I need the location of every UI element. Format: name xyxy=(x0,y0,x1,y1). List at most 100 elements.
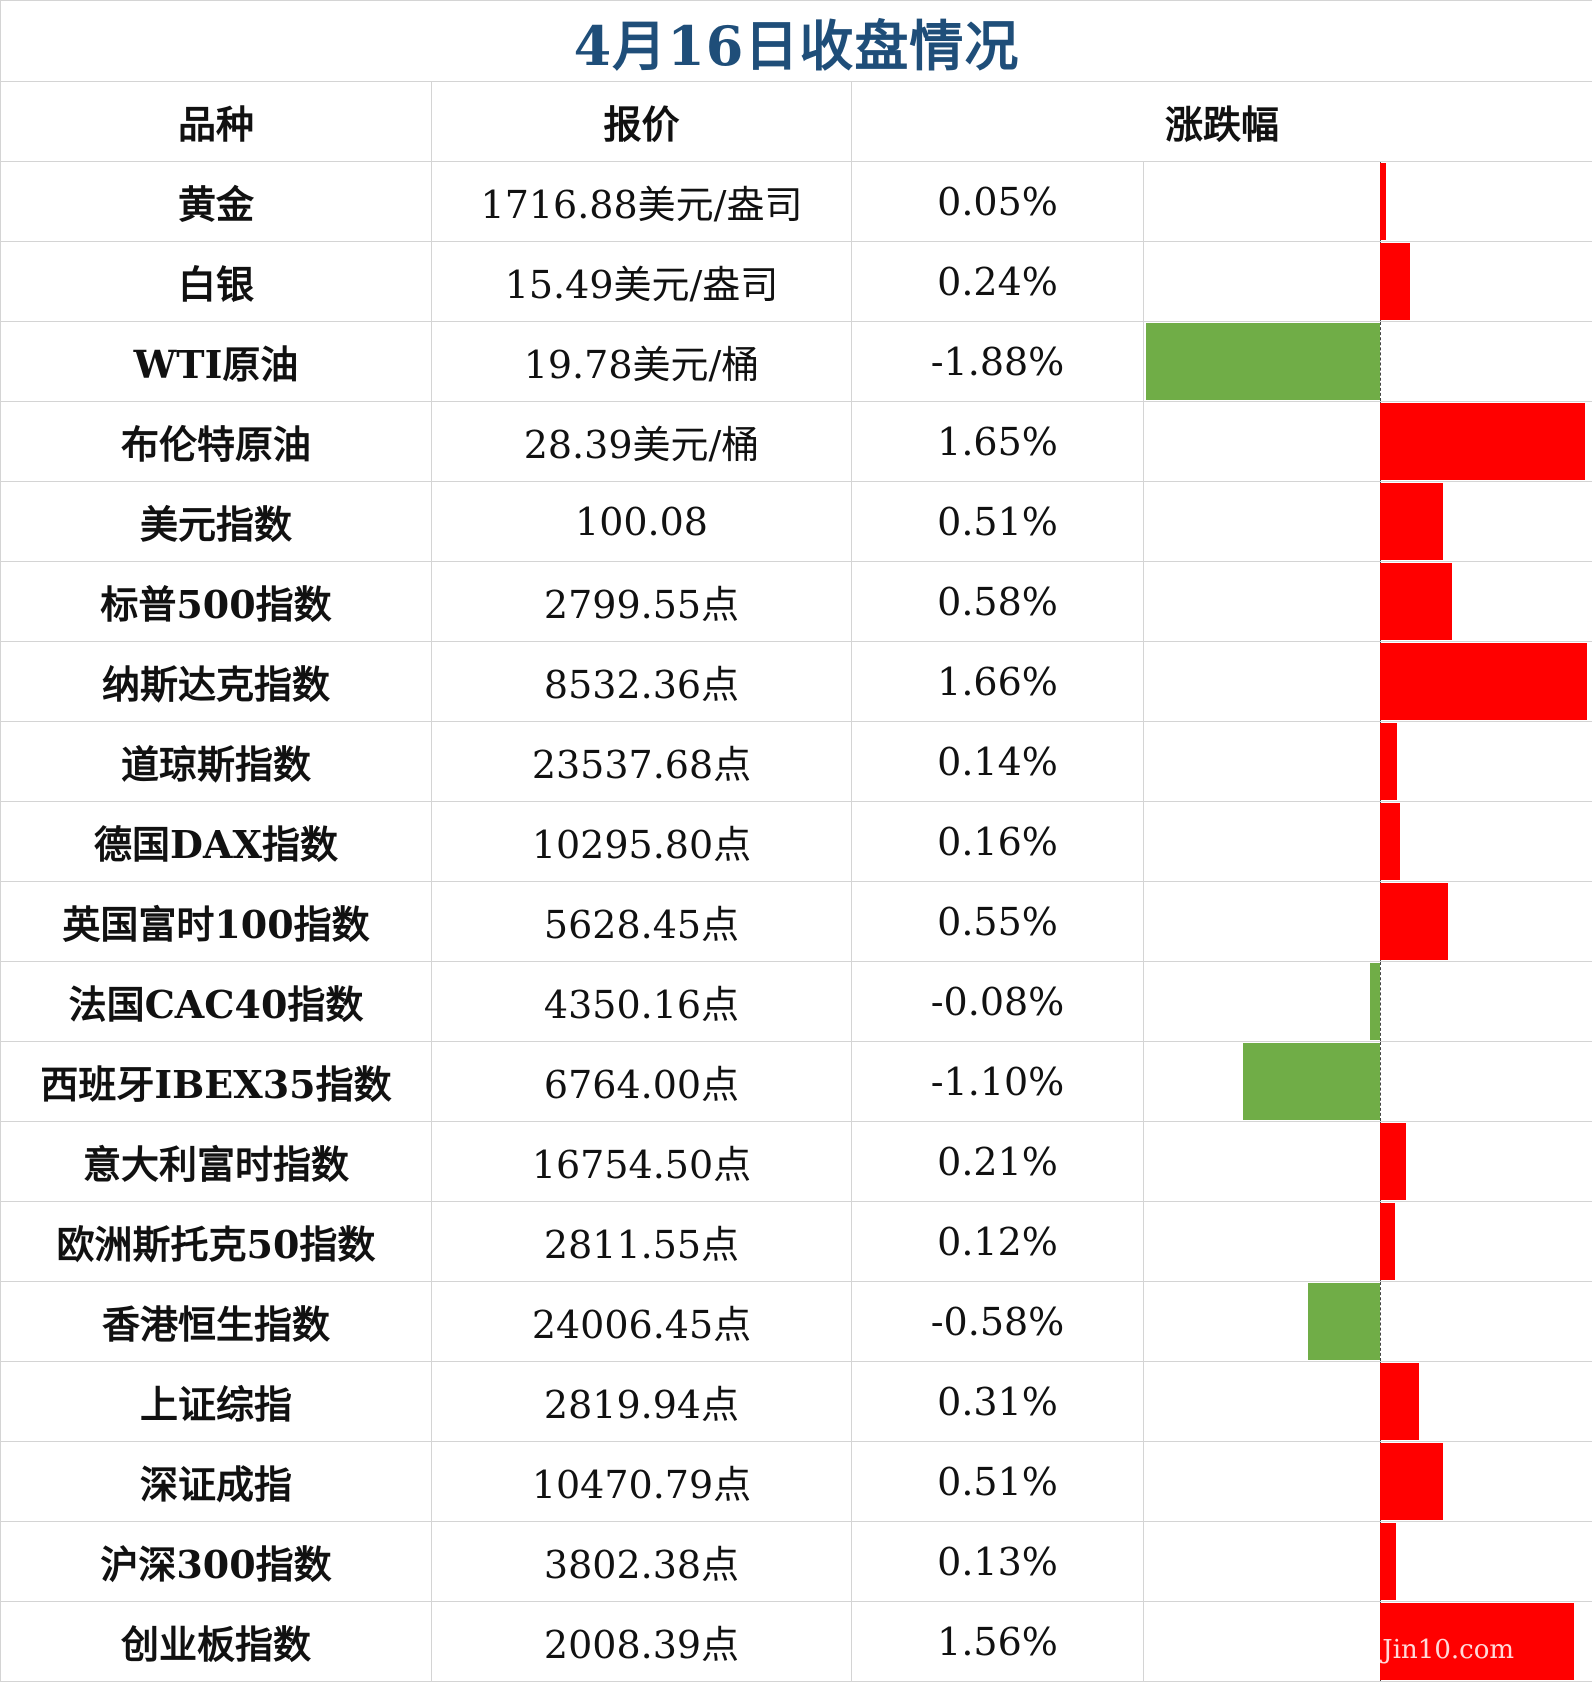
zero-axis-line xyxy=(1380,1042,1381,1121)
cell-change: 0.16% xyxy=(852,802,1144,882)
cell-price: 24006.45点 xyxy=(432,1282,852,1362)
cell-name: 上证综指 xyxy=(1,1362,432,1442)
cell-change: -0.58% xyxy=(852,1282,1144,1362)
cell-change: -1.88% xyxy=(852,322,1144,402)
cell-price: 6764.00点 xyxy=(432,1042,852,1122)
cell-name: WTI原油 xyxy=(1,322,432,402)
cell-name: 西班牙IBEX35指数 xyxy=(1,1042,432,1122)
cell-change: -1.10% xyxy=(852,1042,1144,1122)
cell-bar xyxy=(1144,1282,1592,1362)
header-row: 品种 报价 涨跌幅 xyxy=(1,82,1592,162)
zero-axis-line xyxy=(1380,1282,1381,1361)
cell-bar xyxy=(1144,1442,1592,1522)
cell-name: 布伦特原油 xyxy=(1,402,432,482)
cell-price: 1716.88美元/盎司 xyxy=(432,162,852,242)
table-title: 4月16日收盘情况 xyxy=(1,1,1592,82)
cell-change: 0.21% xyxy=(852,1122,1144,1202)
change-bar xyxy=(1380,563,1452,640)
cell-bar xyxy=(1144,722,1592,802)
cell-change: 0.58% xyxy=(852,562,1144,642)
cell-change: 0.24% xyxy=(852,242,1144,322)
zero-axis-line xyxy=(1380,962,1381,1041)
cell-bar xyxy=(1144,642,1592,722)
cell-bar xyxy=(1144,1042,1592,1122)
cell-bar xyxy=(1144,1522,1592,1602)
cell-change: -0.08% xyxy=(852,962,1144,1042)
header-change: 涨跌幅 xyxy=(852,82,1592,162)
cell-price: 2008.39点 xyxy=(432,1602,852,1682)
change-bar xyxy=(1146,323,1380,400)
cell-change: 0.13% xyxy=(852,1522,1144,1602)
title-row: 4月16日收盘情况 xyxy=(1,1,1592,82)
change-bar xyxy=(1380,723,1397,800)
cell-change: 0.14% xyxy=(852,722,1144,802)
cell-name: 深证成指 xyxy=(1,1442,432,1522)
header-name: 品种 xyxy=(1,82,432,162)
header-price: 报价 xyxy=(432,82,852,162)
cell-price: 23537.68点 xyxy=(432,722,852,802)
cell-price: 3802.38点 xyxy=(432,1522,852,1602)
change-bar xyxy=(1243,1043,1380,1120)
cell-change: 0.55% xyxy=(852,882,1144,962)
cell-price: 15.49美元/盎司 xyxy=(432,242,852,322)
change-bar xyxy=(1380,1363,1419,1440)
cell-change: 0.12% xyxy=(852,1202,1144,1282)
cell-name: 美元指数 xyxy=(1,482,432,562)
cell-bar xyxy=(1144,482,1592,562)
cell-bar xyxy=(1144,1602,1592,1682)
change-bar xyxy=(1370,963,1380,1040)
cell-price: 4350.16点 xyxy=(432,962,852,1042)
cell-bar xyxy=(1144,562,1592,642)
change-bar xyxy=(1380,1443,1443,1520)
cell-name: 道琼斯指数 xyxy=(1,722,432,802)
cell-price: 8532.36点 xyxy=(432,642,852,722)
cell-bar xyxy=(1144,882,1592,962)
cell-name: 法国CAC40指数 xyxy=(1,962,432,1042)
change-bar xyxy=(1380,403,1585,480)
cell-change: 1.66% xyxy=(852,642,1144,722)
change-bar xyxy=(1380,483,1443,560)
cell-name: 沪深300指数 xyxy=(1,1522,432,1602)
change-bar xyxy=(1380,1523,1396,1600)
cell-name: 纳斯达克指数 xyxy=(1,642,432,722)
change-bar xyxy=(1380,163,1386,240)
cell-price: 2819.94点 xyxy=(432,1362,852,1442)
cell-price: 5628.45点 xyxy=(432,882,852,962)
cell-name: 香港恒生指数 xyxy=(1,1282,432,1362)
cell-name: 德国DAX指数 xyxy=(1,802,432,882)
cell-name: 白银 xyxy=(1,242,432,322)
change-bar xyxy=(1380,803,1400,880)
change-bar xyxy=(1380,883,1448,960)
change-bar xyxy=(1380,1203,1395,1280)
cell-bar xyxy=(1144,402,1592,482)
cell-price: 10470.79点 xyxy=(432,1442,852,1522)
cell-change: 1.65% xyxy=(852,402,1144,482)
cell-name: 英国富时100指数 xyxy=(1,882,432,962)
cell-name: 意大利富时指数 xyxy=(1,1122,432,1202)
cell-name: 标普500指数 xyxy=(1,562,432,642)
cell-bar xyxy=(1144,242,1592,322)
cell-bar xyxy=(1144,162,1592,242)
watermark-logo: Jin10.com xyxy=(1382,1635,1514,1665)
cell-bar xyxy=(1144,1202,1592,1282)
cell-price: 19.78美元/桶 xyxy=(432,322,852,402)
cell-bar xyxy=(1144,1362,1592,1442)
